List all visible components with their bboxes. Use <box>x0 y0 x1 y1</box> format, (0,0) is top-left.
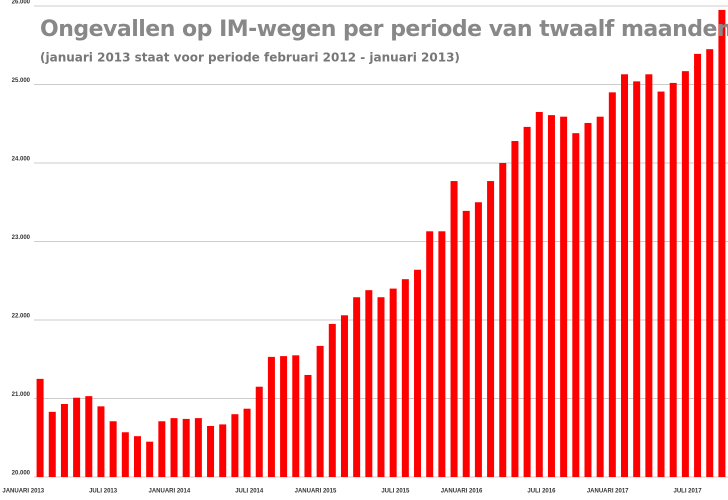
y-tick-label: 24.000 <box>12 157 31 163</box>
bar <box>389 288 397 477</box>
bar <box>499 163 507 477</box>
bar <box>535 111 543 477</box>
bar <box>401 279 409 477</box>
x-tick-label: JANUARI 2015 <box>295 489 337 495</box>
bar <box>60 403 68 477</box>
x-tick-label: JULI 2015 <box>381 489 410 495</box>
bar <box>669 82 677 478</box>
bar <box>255 386 263 477</box>
x-tick-label: JANUARI 2014 <box>149 489 191 495</box>
y-tick-label: 26.000 <box>12 0 31 6</box>
bar <box>48 411 56 477</box>
bar <box>584 122 592 477</box>
x-tick-label: JANUARI 2017 <box>587 489 629 495</box>
bar <box>657 91 665 477</box>
bar <box>450 181 458 477</box>
bar <box>426 231 434 477</box>
bar <box>596 116 604 477</box>
chart-title: Ongevallen op IM-wegen per periode van t… <box>40 17 728 42</box>
bar <box>328 323 336 477</box>
x-tick-label: JANUARI 2016 <box>441 489 483 495</box>
bar <box>438 231 446 477</box>
bar <box>97 406 105 477</box>
y-tick-label: 20.000 <box>12 471 31 477</box>
y-tick-label: 25.000 <box>12 78 31 84</box>
y-tick-label: 22.000 <box>12 314 31 320</box>
bar <box>36 378 44 477</box>
bar <box>73 397 81 477</box>
x-tick-label: JULI 2017 <box>674 489 703 495</box>
chart-subtitle: (januari 2013 staat voor periode februar… <box>40 51 460 65</box>
bar <box>462 210 470 477</box>
bar <box>681 71 689 477</box>
x-tick-label: JANUARI 2013 <box>2 489 44 495</box>
x-tick-label: JULI 2013 <box>89 489 118 495</box>
bar <box>316 345 324 477</box>
bar <box>523 126 531 477</box>
bar <box>267 356 275 477</box>
bar <box>645 74 653 478</box>
bar <box>718 9 726 478</box>
bar <box>572 133 580 478</box>
bar <box>414 269 422 477</box>
bar <box>219 424 227 477</box>
bar <box>170 418 178 477</box>
bars <box>36 9 726 478</box>
bar <box>243 408 251 477</box>
y-tick-label: 21.000 <box>12 392 31 398</box>
bar <box>547 115 555 478</box>
bar <box>377 297 385 477</box>
bar <box>121 432 129 477</box>
bar <box>511 141 519 477</box>
bar <box>158 421 166 477</box>
bar <box>292 355 300 477</box>
bar <box>304 374 312 477</box>
bar <box>194 418 202 477</box>
bar <box>353 297 361 477</box>
bar <box>694 53 702 477</box>
bar <box>146 441 154 477</box>
bar <box>207 425 215 477</box>
x-tick-label: JULI 2016 <box>527 489 556 495</box>
bar <box>365 290 373 477</box>
bar <box>608 92 616 477</box>
bar <box>487 181 495 477</box>
bar <box>706 49 714 478</box>
bar <box>474 202 482 477</box>
bar <box>633 81 641 478</box>
bar <box>231 414 239 477</box>
bar <box>621 74 629 478</box>
bar <box>182 418 190 477</box>
bar <box>133 436 141 477</box>
bar <box>560 116 568 477</box>
x-tick-label: JULI 2014 <box>235 489 264 495</box>
y-tick-label: 23.000 <box>12 235 31 241</box>
bar <box>340 315 348 477</box>
bar <box>85 396 93 477</box>
bar <box>280 356 288 477</box>
bar <box>109 421 117 477</box>
